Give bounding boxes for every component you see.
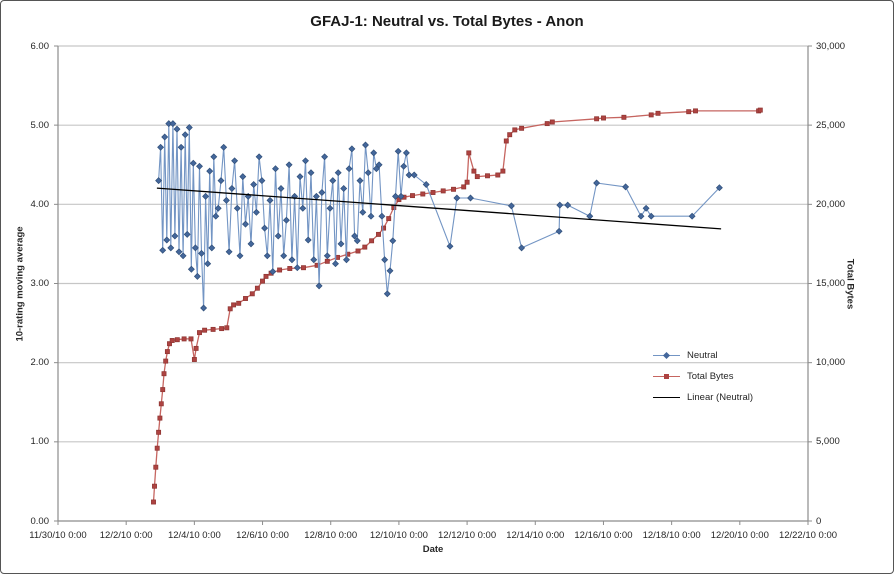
y-left-axis-title: 10-rating moving average [14, 226, 26, 342]
x-axis-tick-label: 12/4/10 0:00 [167, 530, 221, 541]
legend-item-total-bytes: Total Bytes [653, 366, 753, 387]
legend-label-total-bytes: Total Bytes [687, 371, 734, 382]
legend-label-neutral: Neutral [687, 350, 718, 361]
x-axis-tick-label: 12/10/10 0:00 [369, 530, 428, 541]
x-axis-tick-label: 12/6/10 0:00 [236, 530, 289, 541]
y-right-tick-label: 25,000 [816, 119, 846, 131]
x-axis-tick-label: 12/18/10 0:00 [642, 530, 701, 541]
y-right-tick-label: 15,000 [816, 278, 846, 289]
neutral-series-line [158, 123, 720, 309]
x-axis-tick-label: 12/2/10 0:00 [99, 530, 153, 541]
chart-title: GFAJ-1: Neutral vs. Total Bytes - Anon [310, 13, 584, 30]
x-axis-tick-label: 12/22/10 0:00 [778, 530, 838, 541]
y-left-tick-label: 3.00 [30, 278, 50, 289]
y-left-tick-label: 1.00 [30, 436, 50, 448]
x-axis-title: Date [422, 544, 444, 555]
legend: Neutral Total Bytes Linear (Neutral) [653, 345, 753, 408]
y-right-tick-label: 10,000 [816, 357, 846, 369]
x-axis-tick-label: 12/16/10 0:00 [574, 530, 633, 541]
x-axis-tick-label: 12/8/10 0:00 [304, 530, 358, 541]
x-axis-tick-label: 12/12/10 0:00 [438, 530, 497, 541]
y-right-tick-label: 0 [816, 515, 822, 527]
y-left-tick-label: 5.00 [30, 119, 50, 131]
neutral-series-markers [155, 120, 723, 312]
y-left-tick-label: 6.00 [30, 40, 50, 52]
y-left-tick-label: 0.00 [30, 515, 50, 527]
linear-line-icon [653, 394, 680, 402]
y-right-tick-label: 30,000 [816, 40, 846, 52]
y-right-tick-label: 5,000 [816, 436, 840, 448]
legend-item-linear-neutral: Linear (Neutral) [653, 387, 753, 408]
legend-item-neutral: Neutral [653, 345, 753, 366]
y-right-axis-title: Total Bytes [844, 258, 856, 310]
x-axis-tick-label: 12/20/10 0:00 [710, 530, 769, 541]
total-bytes-series-markers [151, 107, 763, 505]
total-bytes-series-line [152, 109, 761, 503]
x-axis-tick-label: 11/30/10 0:00 [29, 530, 87, 541]
y-left-tick-label: 2.00 [30, 357, 50, 369]
x-axis-tick-label: 12/14/10 0:00 [506, 530, 565, 541]
neutral-line-marker-icon [653, 351, 680, 360]
legend-label-linear-neutral: Linear (Neutral) [687, 392, 753, 403]
y-left-tick-label: 4.00 [30, 198, 50, 210]
linear-trendline-line [156, 187, 722, 230]
y-right-tick-label: 20,000 [816, 198, 846, 210]
total-bytes-line-marker-icon [653, 373, 680, 381]
